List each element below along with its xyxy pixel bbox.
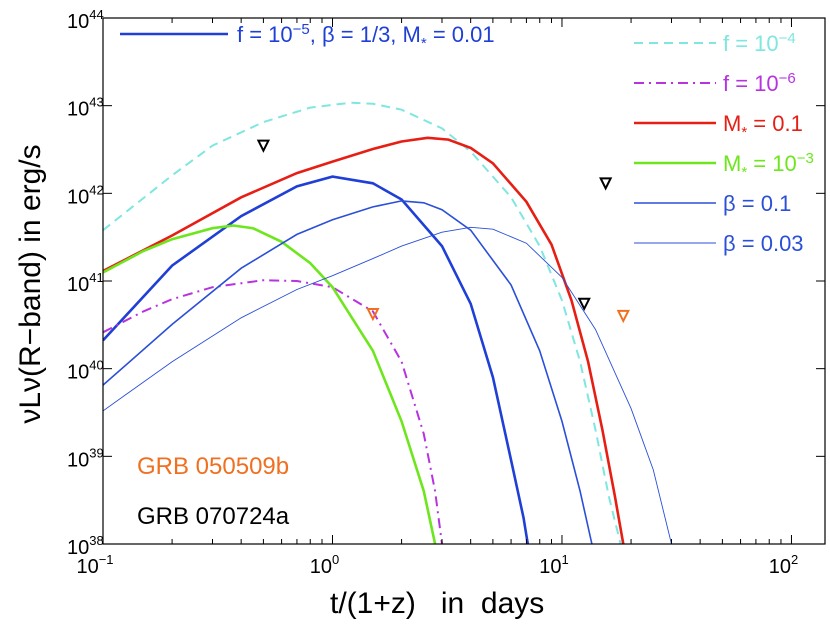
series-line-M0.1 <box>103 136 625 544</box>
upper-limit-marker-2 <box>599 177 613 191</box>
annotation-grb-050509b: GRB 050509b <box>137 453 289 480</box>
axis-ticks <box>102 17 825 545</box>
y-tick-label: 1044 <box>67 7 104 33</box>
legend-label-f1e-4: f = 10−4​ <box>723 30 796 56</box>
legend-label-f1e-6: f = 10−6​ <box>723 70 796 96</box>
x-tick-label: 101 <box>539 552 568 578</box>
legend-label-fiducial: f = 10−5​, β = 1/3, M*​ = 0.01 <box>237 21 495 52</box>
legend-label-M1e-3: M*​ = 10−3​ <box>723 150 814 181</box>
y-tick-label: 1042 <box>67 182 104 208</box>
y-tick-label: 1041 <box>67 270 104 296</box>
annotation-grb-070724a: GRB 070724a <box>137 503 290 530</box>
series-line-f1e-6 <box>103 279 443 544</box>
axis-tick-labels: 10−1 100 101 102 1038 1039 1040 1041 1042 1043 104… <box>67 7 798 578</box>
legend-label-beta0.1: β = 0.1 <box>723 191 791 216</box>
legend-label-M0.1: M*​ = 0.1 <box>723 111 803 141</box>
y-tick-label: 1043 <box>67 95 104 121</box>
x-tick-label: 100 <box>310 552 339 578</box>
upper-limit-markers <box>256 139 630 324</box>
x-axis-label: t/(1+z) in days <box>330 587 544 620</box>
y-tick-label: 1038 <box>67 533 104 559</box>
upper-limit-marker-4 <box>366 308 380 322</box>
x-tick-label: 10−1 <box>76 552 113 578</box>
legend-label-beta0.03: β = 0.03 <box>723 231 804 256</box>
series-line-beta0.03 <box>103 226 672 544</box>
legend: f = 10−5​, β = 1/3, M*​ = 0.01 f = 10−4​ f… <box>120 21 814 256</box>
y-tick-label: 1039 <box>67 445 104 471</box>
series-line-beta0.1 <box>103 200 593 544</box>
series-line-f1e-4 <box>103 101 622 544</box>
upper-limit-marker-5 <box>616 309 630 324</box>
y-tick-label: 1040 <box>67 358 104 384</box>
x-tick-label: 102 <box>769 552 798 578</box>
series-line-fiducial <box>103 175 530 544</box>
upper-limit-marker-3 <box>577 297 591 311</box>
series-curves <box>103 101 672 544</box>
y-axis-label: νLν(R−band) in erg/s <box>14 144 47 423</box>
upper-limit-marker-1 <box>256 139 271 153</box>
series-line-M1e-3 <box>103 224 437 544</box>
